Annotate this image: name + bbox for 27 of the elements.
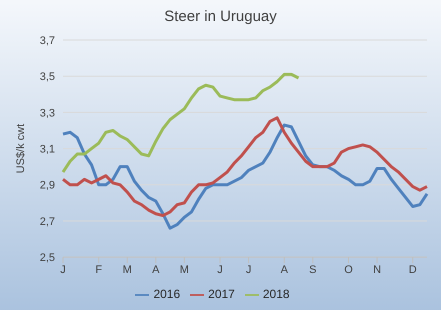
x-tick-label: F <box>95 264 102 276</box>
line-series <box>62 116 428 218</box>
x-tick-label: A <box>280 264 289 276</box>
legend-label: 2017 <box>208 287 235 302</box>
x-tick-label: J <box>217 264 223 276</box>
legend-label: 2016 <box>153 287 180 302</box>
y-tick-label: 2,7 <box>40 216 55 228</box>
y-tick-label: 3,3 <box>40 107 55 120</box>
x-tick-label: J <box>60 264 66 276</box>
x-tick-label: S <box>309 264 316 276</box>
y-axis-title: US$/k cwt <box>14 124 27 174</box>
x-tick-label: M <box>122 264 132 276</box>
legend-label: 2018 <box>262 287 290 302</box>
line-series <box>62 124 428 230</box>
x-tick-label: O <box>344 264 354 276</box>
chart-title: Steer in Uruguay <box>163 8 278 25</box>
y-tick-label: 3,1 <box>40 143 55 156</box>
x-tick-label: D <box>408 264 417 276</box>
x-tick-label: N <box>373 264 382 276</box>
y-tick-label: 3,7 <box>40 34 55 47</box>
line-series <box>62 72 300 174</box>
x-tick-label: A <box>152 264 160 276</box>
x-tick-label: J <box>246 264 252 276</box>
x-tick-label: M <box>180 264 189 276</box>
y-tick-label: 2,5 <box>40 252 55 264</box>
y-tick-label: 2,9 <box>40 180 55 192</box>
y-tick-label: 3,5 <box>40 71 55 84</box>
